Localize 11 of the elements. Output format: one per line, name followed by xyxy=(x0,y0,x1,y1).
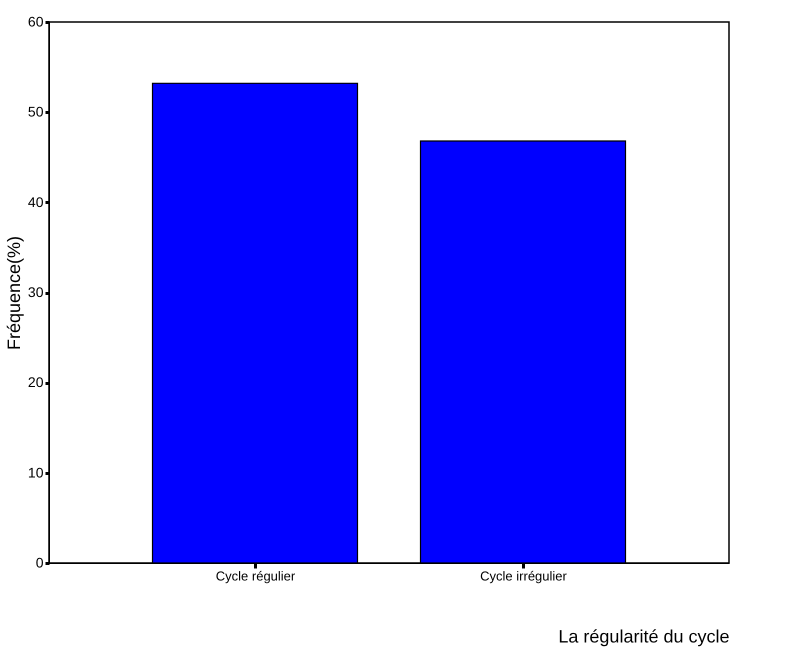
y-tick-label: 0 xyxy=(36,554,44,570)
y-axis-title: Fréquence(%) xyxy=(4,236,24,350)
y-tick-label: 10 xyxy=(28,464,44,480)
x-tick-label: Cycle régulier xyxy=(216,568,296,584)
x-axis-title: La régularité du cycle xyxy=(558,626,730,646)
y-tick-label: 50 xyxy=(28,104,44,120)
y-tick-label: 40 xyxy=(28,194,44,210)
y-tick-label: 20 xyxy=(28,374,44,390)
x-tick-label: Cycle irrégulier xyxy=(480,568,568,584)
y-tick-label: 30 xyxy=(28,284,44,300)
y-tick-label: 60 xyxy=(28,14,44,30)
